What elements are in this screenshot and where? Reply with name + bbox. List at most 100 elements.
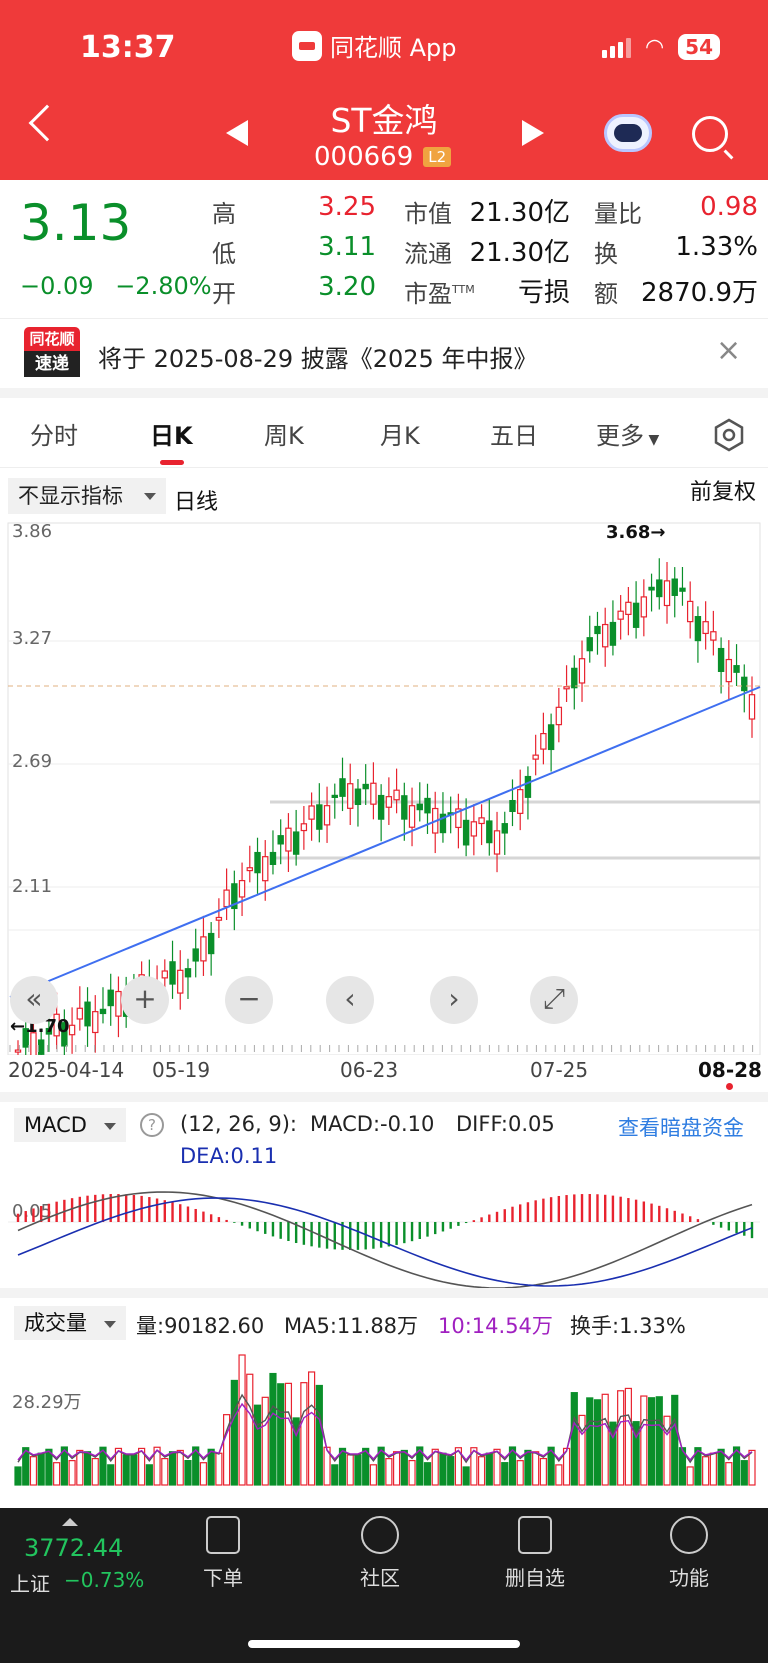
x-axis-ticks bbox=[9, 1045, 754, 1052]
chevron-down-icon: ▼ bbox=[644, 432, 660, 448]
pe-ttm: TTM bbox=[452, 283, 475, 296]
candle-body bbox=[640, 596, 648, 618]
level2-badge[interactable]: L2 bbox=[423, 147, 452, 167]
volume-bar bbox=[269, 1372, 277, 1486]
expand-up-icon[interactable] bbox=[62, 1518, 78, 1526]
candle-body bbox=[184, 968, 192, 978]
candle-body bbox=[679, 587, 686, 592]
volume-bar bbox=[107, 1464, 115, 1486]
candle-body bbox=[609, 621, 617, 646]
next-stock-icon[interactable] bbox=[522, 120, 544, 146]
indicator-select[interactable]: 不显示指标 bbox=[8, 478, 166, 514]
tab-weekly-k[interactable]: 周K bbox=[264, 422, 304, 450]
macd-chart: 0.05 bbox=[8, 1191, 760, 1289]
volume-bar bbox=[331, 1464, 339, 1486]
candle-body bbox=[408, 805, 416, 828]
volume-bar bbox=[431, 1448, 439, 1486]
fullscreen-button[interactable]: ⤢ bbox=[530, 976, 578, 1024]
candle-body bbox=[424, 797, 431, 814]
candle-body bbox=[192, 948, 199, 962]
kline-chart[interactable]: 3.86 3.27 2.69 2.11 3.68→ ←1.70 bbox=[0, 515, 768, 1055]
ai-assistant-icon[interactable] bbox=[604, 114, 652, 152]
volume-bar bbox=[702, 1456, 710, 1486]
candle-body bbox=[455, 808, 462, 829]
turnover-rate: 换手:1.33% bbox=[570, 1314, 686, 1338]
candle-body bbox=[501, 823, 508, 834]
amount-label: 额 bbox=[594, 280, 618, 308]
macd-select[interactable]: MACD bbox=[14, 1108, 126, 1142]
report-notice[interactable]: 同花顺 速递 将于 2025-08-29 披露《2025 年中报》 × bbox=[0, 318, 768, 388]
volume-bar bbox=[277, 1383, 285, 1486]
pe-label: 市盈TTM bbox=[404, 274, 475, 309]
stock-code: 000669 bbox=[314, 142, 414, 172]
candle-body bbox=[555, 706, 563, 726]
volume-bar bbox=[315, 1384, 323, 1486]
volume-bar bbox=[640, 1395, 648, 1486]
zoom-out-button[interactable]: − bbox=[225, 976, 273, 1024]
index-value[interactable]: 3772.44 bbox=[24, 1534, 124, 1562]
volume-bar bbox=[114, 1447, 123, 1486]
scroll-right-button[interactable]: › bbox=[430, 976, 478, 1024]
order-button[interactable]: 下单 bbox=[168, 1516, 278, 1591]
date-label-2: 05-19 bbox=[152, 1058, 211, 1082]
candle-body bbox=[656, 579, 663, 598]
volume-bar bbox=[694, 1447, 702, 1486]
tab-intraday[interactable]: 分时 bbox=[30, 422, 78, 450]
float-cap-label: 流通 bbox=[404, 240, 452, 268]
settings-icon[interactable] bbox=[712, 418, 746, 452]
dark-pool-link[interactable]: 查看暗盘资金 bbox=[618, 1116, 744, 1140]
tab-daily-k[interactable]: 日K bbox=[150, 422, 193, 450]
volume-bar bbox=[400, 1449, 408, 1486]
macd-params: (12, 26, 9): bbox=[180, 1112, 297, 1136]
diff-line bbox=[17, 1191, 753, 1289]
candle-body bbox=[741, 676, 748, 692]
app-header: 13:37 同花顺 App ◠ 54 ST金鸿 000669 L2 bbox=[0, 0, 768, 180]
volume-bar bbox=[161, 1458, 169, 1486]
tab-monthly-k[interactable]: 月K bbox=[380, 422, 420, 450]
volume-bar bbox=[385, 1458, 393, 1486]
remove-watchlist-button[interactable]: 删自选 bbox=[480, 1516, 590, 1591]
scroll-to-start-button[interactable]: « bbox=[10, 976, 58, 1024]
volume-bar bbox=[601, 1393, 609, 1486]
index-change: −0.73% bbox=[64, 1568, 145, 1592]
volume-bar bbox=[22, 1447, 30, 1486]
candle-body bbox=[702, 621, 709, 635]
candle-body bbox=[733, 665, 740, 673]
candle-body bbox=[362, 783, 369, 790]
zoom-in-button[interactable]: + bbox=[121, 976, 169, 1024]
candle-body bbox=[68, 1024, 76, 1036]
volume-select[interactable]: 成交量 bbox=[14, 1306, 126, 1340]
candle-body bbox=[694, 616, 702, 642]
volume-bar bbox=[447, 1456, 455, 1486]
candle-body bbox=[601, 623, 609, 648]
search-icon[interactable] bbox=[692, 116, 728, 152]
high-value: 3.25 bbox=[318, 192, 376, 222]
tab-five-day[interactable]: 五日 bbox=[490, 422, 538, 450]
volume-bar bbox=[60, 1446, 68, 1486]
order-label: 下单 bbox=[203, 1566, 243, 1590]
volume-bar bbox=[99, 1446, 107, 1486]
close-icon[interactable]: × bbox=[716, 333, 742, 368]
scroll-left-button[interactable]: ‹ bbox=[326, 976, 374, 1024]
wifi-icon: ◠ bbox=[644, 34, 665, 60]
previous-stock-icon[interactable] bbox=[226, 120, 248, 146]
volume-bar bbox=[184, 1460, 192, 1486]
candle-body bbox=[547, 724, 555, 751]
community-button[interactable]: 社区 bbox=[325, 1516, 435, 1591]
market-cap-value: 21.30亿 bbox=[469, 198, 570, 228]
candle-body bbox=[115, 990, 122, 1017]
candle-body bbox=[30, 1032, 37, 1055]
adjust-mode[interactable]: 前复权 bbox=[690, 480, 757, 505]
help-icon[interactable]: ? bbox=[140, 1113, 164, 1137]
volume-bar bbox=[508, 1446, 517, 1486]
volume-bar bbox=[570, 1392, 578, 1486]
tab-more[interactable]: 更多 ▼ bbox=[596, 416, 659, 451]
candle-body bbox=[532, 754, 539, 760]
volume-ratio-value: 0.98 bbox=[700, 192, 758, 222]
float-cap-value: 21.30亿 bbox=[469, 238, 570, 268]
candle-body bbox=[200, 936, 207, 962]
candle-body bbox=[671, 578, 678, 596]
volume-bar bbox=[416, 1446, 424, 1486]
app-switcher[interactable]: 同花顺 App bbox=[292, 28, 457, 63]
functions-button[interactable]: 功能 bbox=[634, 1516, 744, 1591]
